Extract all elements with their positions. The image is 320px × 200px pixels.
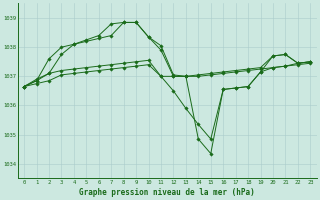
X-axis label: Graphe pression niveau de la mer (hPa): Graphe pression niveau de la mer (hPa) — [79, 188, 255, 197]
